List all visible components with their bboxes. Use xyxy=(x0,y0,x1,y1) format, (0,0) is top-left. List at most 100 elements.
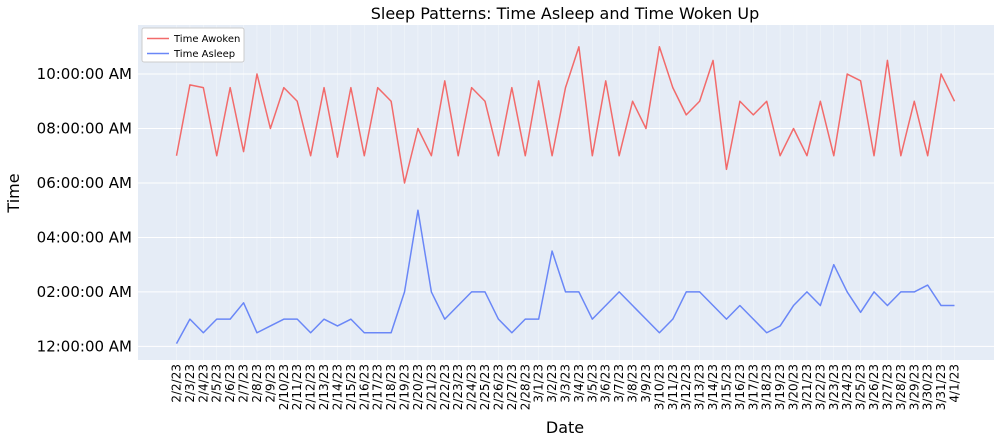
x-tick-label: 3/7/23 xyxy=(612,364,626,403)
data-point-time-asleep xyxy=(511,332,513,334)
data-point-time-asleep xyxy=(887,305,889,307)
data-point-time-awoken xyxy=(820,100,822,102)
data-point-time-asleep xyxy=(833,264,835,266)
grid-lines xyxy=(138,25,994,360)
data-point-time-awoken xyxy=(659,46,661,48)
data-point-time-asleep xyxy=(766,332,768,334)
data-point-time-asleep xyxy=(779,325,781,327)
data-point-time-awoken xyxy=(726,169,728,171)
x-tick-label: 2/9/23 xyxy=(263,364,277,403)
series-line-time-awoken xyxy=(175,46,956,184)
data-point-time-asleep xyxy=(860,312,862,314)
data-point-time-awoken xyxy=(712,60,714,62)
data-point-time-asleep xyxy=(431,291,433,293)
data-point-time-awoken xyxy=(296,100,298,102)
data-point-time-awoken xyxy=(940,73,942,75)
data-point-time-awoken xyxy=(203,87,205,89)
data-point-time-awoken xyxy=(216,155,218,157)
data-point-time-awoken xyxy=(672,87,674,89)
data-point-time-asleep xyxy=(752,318,754,320)
x-tick-label: 2/5/23 xyxy=(210,364,224,403)
data-point-time-asleep xyxy=(323,318,325,320)
data-point-time-asleep xyxy=(189,318,191,320)
x-tick-label: 2/24/23 xyxy=(465,364,479,410)
data-point-time-awoken xyxy=(592,155,594,157)
x-axis-label: Date xyxy=(546,418,584,437)
data-point-time-awoken xyxy=(913,100,915,102)
x-tick-label: 3/4/23 xyxy=(572,364,586,403)
data-point-time-asleep xyxy=(659,332,661,334)
x-tick-label: 3/12/23 xyxy=(679,364,693,410)
data-point-time-asleep xyxy=(806,291,808,293)
data-point-time-asleep xyxy=(457,305,459,307)
data-point-time-awoken xyxy=(538,80,540,82)
data-point-time-asleep xyxy=(685,291,687,293)
data-point-time-asleep xyxy=(256,332,258,334)
x-tick-label: 2/25/23 xyxy=(478,364,492,410)
data-point-time-awoken xyxy=(310,155,312,157)
x-tick-label: 2/19/23 xyxy=(398,364,412,410)
x-tick-label: 2/10/23 xyxy=(277,364,291,410)
x-tick-label: 3/13/23 xyxy=(693,364,707,410)
x-tick-label: 2/20/23 xyxy=(411,364,425,410)
y-tick-label: 12:00:00 AM xyxy=(37,337,132,355)
data-point-time-asleep xyxy=(618,291,620,293)
y-tick-label: 04:00:00 AM xyxy=(37,228,132,246)
x-tick-label: 2/17/23 xyxy=(371,364,385,410)
x-tick-label: 3/18/23 xyxy=(760,364,774,410)
data-point-time-asleep xyxy=(739,305,741,307)
x-tick-label: 2/3/23 xyxy=(183,364,197,403)
data-point-time-awoken xyxy=(390,100,392,102)
data-point-time-awoken xyxy=(270,128,272,130)
x-tick-label: 2/27/23 xyxy=(505,364,519,410)
data-point-time-asleep xyxy=(377,332,379,334)
data-point-time-awoken xyxy=(632,100,634,102)
data-point-time-awoken xyxy=(229,87,231,89)
x-tick-label: 2/22/23 xyxy=(438,364,452,410)
data-point-time-asleep xyxy=(940,305,942,307)
data-point-time-awoken xyxy=(323,87,325,89)
x-tick-label: 2/21/23 xyxy=(424,364,438,410)
data-point-time-awoken xyxy=(551,155,553,157)
x-tick-label: 3/3/23 xyxy=(559,364,573,403)
data-point-time-asleep xyxy=(283,318,285,320)
data-point-time-awoken xyxy=(498,155,500,157)
data-point-time-asleep xyxy=(592,318,594,320)
data-point-time-asleep xyxy=(578,291,580,293)
data-point-time-awoken xyxy=(833,155,835,157)
data-point-time-awoken xyxy=(605,80,607,82)
data-point-time-awoken xyxy=(887,60,889,62)
data-point-time-asleep xyxy=(524,318,526,320)
data-point-time-awoken xyxy=(685,114,687,116)
data-point-time-asleep xyxy=(726,318,728,320)
data-point-time-awoken xyxy=(243,151,245,153)
data-point-time-asleep xyxy=(444,318,446,320)
y-axis-label: Time xyxy=(4,173,23,213)
x-tick-label: 2/15/23 xyxy=(344,364,358,410)
data-point-time-asleep xyxy=(471,291,473,293)
x-tick-label: 3/19/23 xyxy=(773,364,787,410)
data-point-time-awoken xyxy=(860,80,862,82)
x-tick-label: 2/23/23 xyxy=(451,364,465,410)
data-point-time-awoken xyxy=(350,87,352,89)
data-point-time-awoken xyxy=(739,100,741,102)
data-point-time-awoken xyxy=(565,87,567,89)
x-tick-label: 2/6/23 xyxy=(223,364,237,403)
x-tick-label: 3/5/23 xyxy=(585,364,599,403)
series-lines xyxy=(175,46,956,345)
x-tick-label: 3/16/23 xyxy=(733,364,747,410)
data-point-time-awoken xyxy=(417,128,419,130)
x-tick-label: 3/6/23 xyxy=(599,364,613,403)
data-point-time-asleep xyxy=(176,343,178,345)
x-tick-label: 2/12/23 xyxy=(304,364,318,410)
data-point-time-awoken xyxy=(189,84,191,86)
y-tick-label: 02:00:00 AM xyxy=(37,283,132,301)
data-point-time-asleep xyxy=(820,305,822,307)
legend-label-time-awoken: Time Awoken xyxy=(173,34,240,45)
data-point-time-asleep xyxy=(873,291,875,293)
data-point-time-asleep xyxy=(363,332,365,334)
data-point-time-asleep xyxy=(216,318,218,320)
x-tick-label: 3/15/23 xyxy=(719,364,733,410)
data-point-time-asleep xyxy=(672,318,674,320)
data-point-time-asleep xyxy=(551,250,553,252)
